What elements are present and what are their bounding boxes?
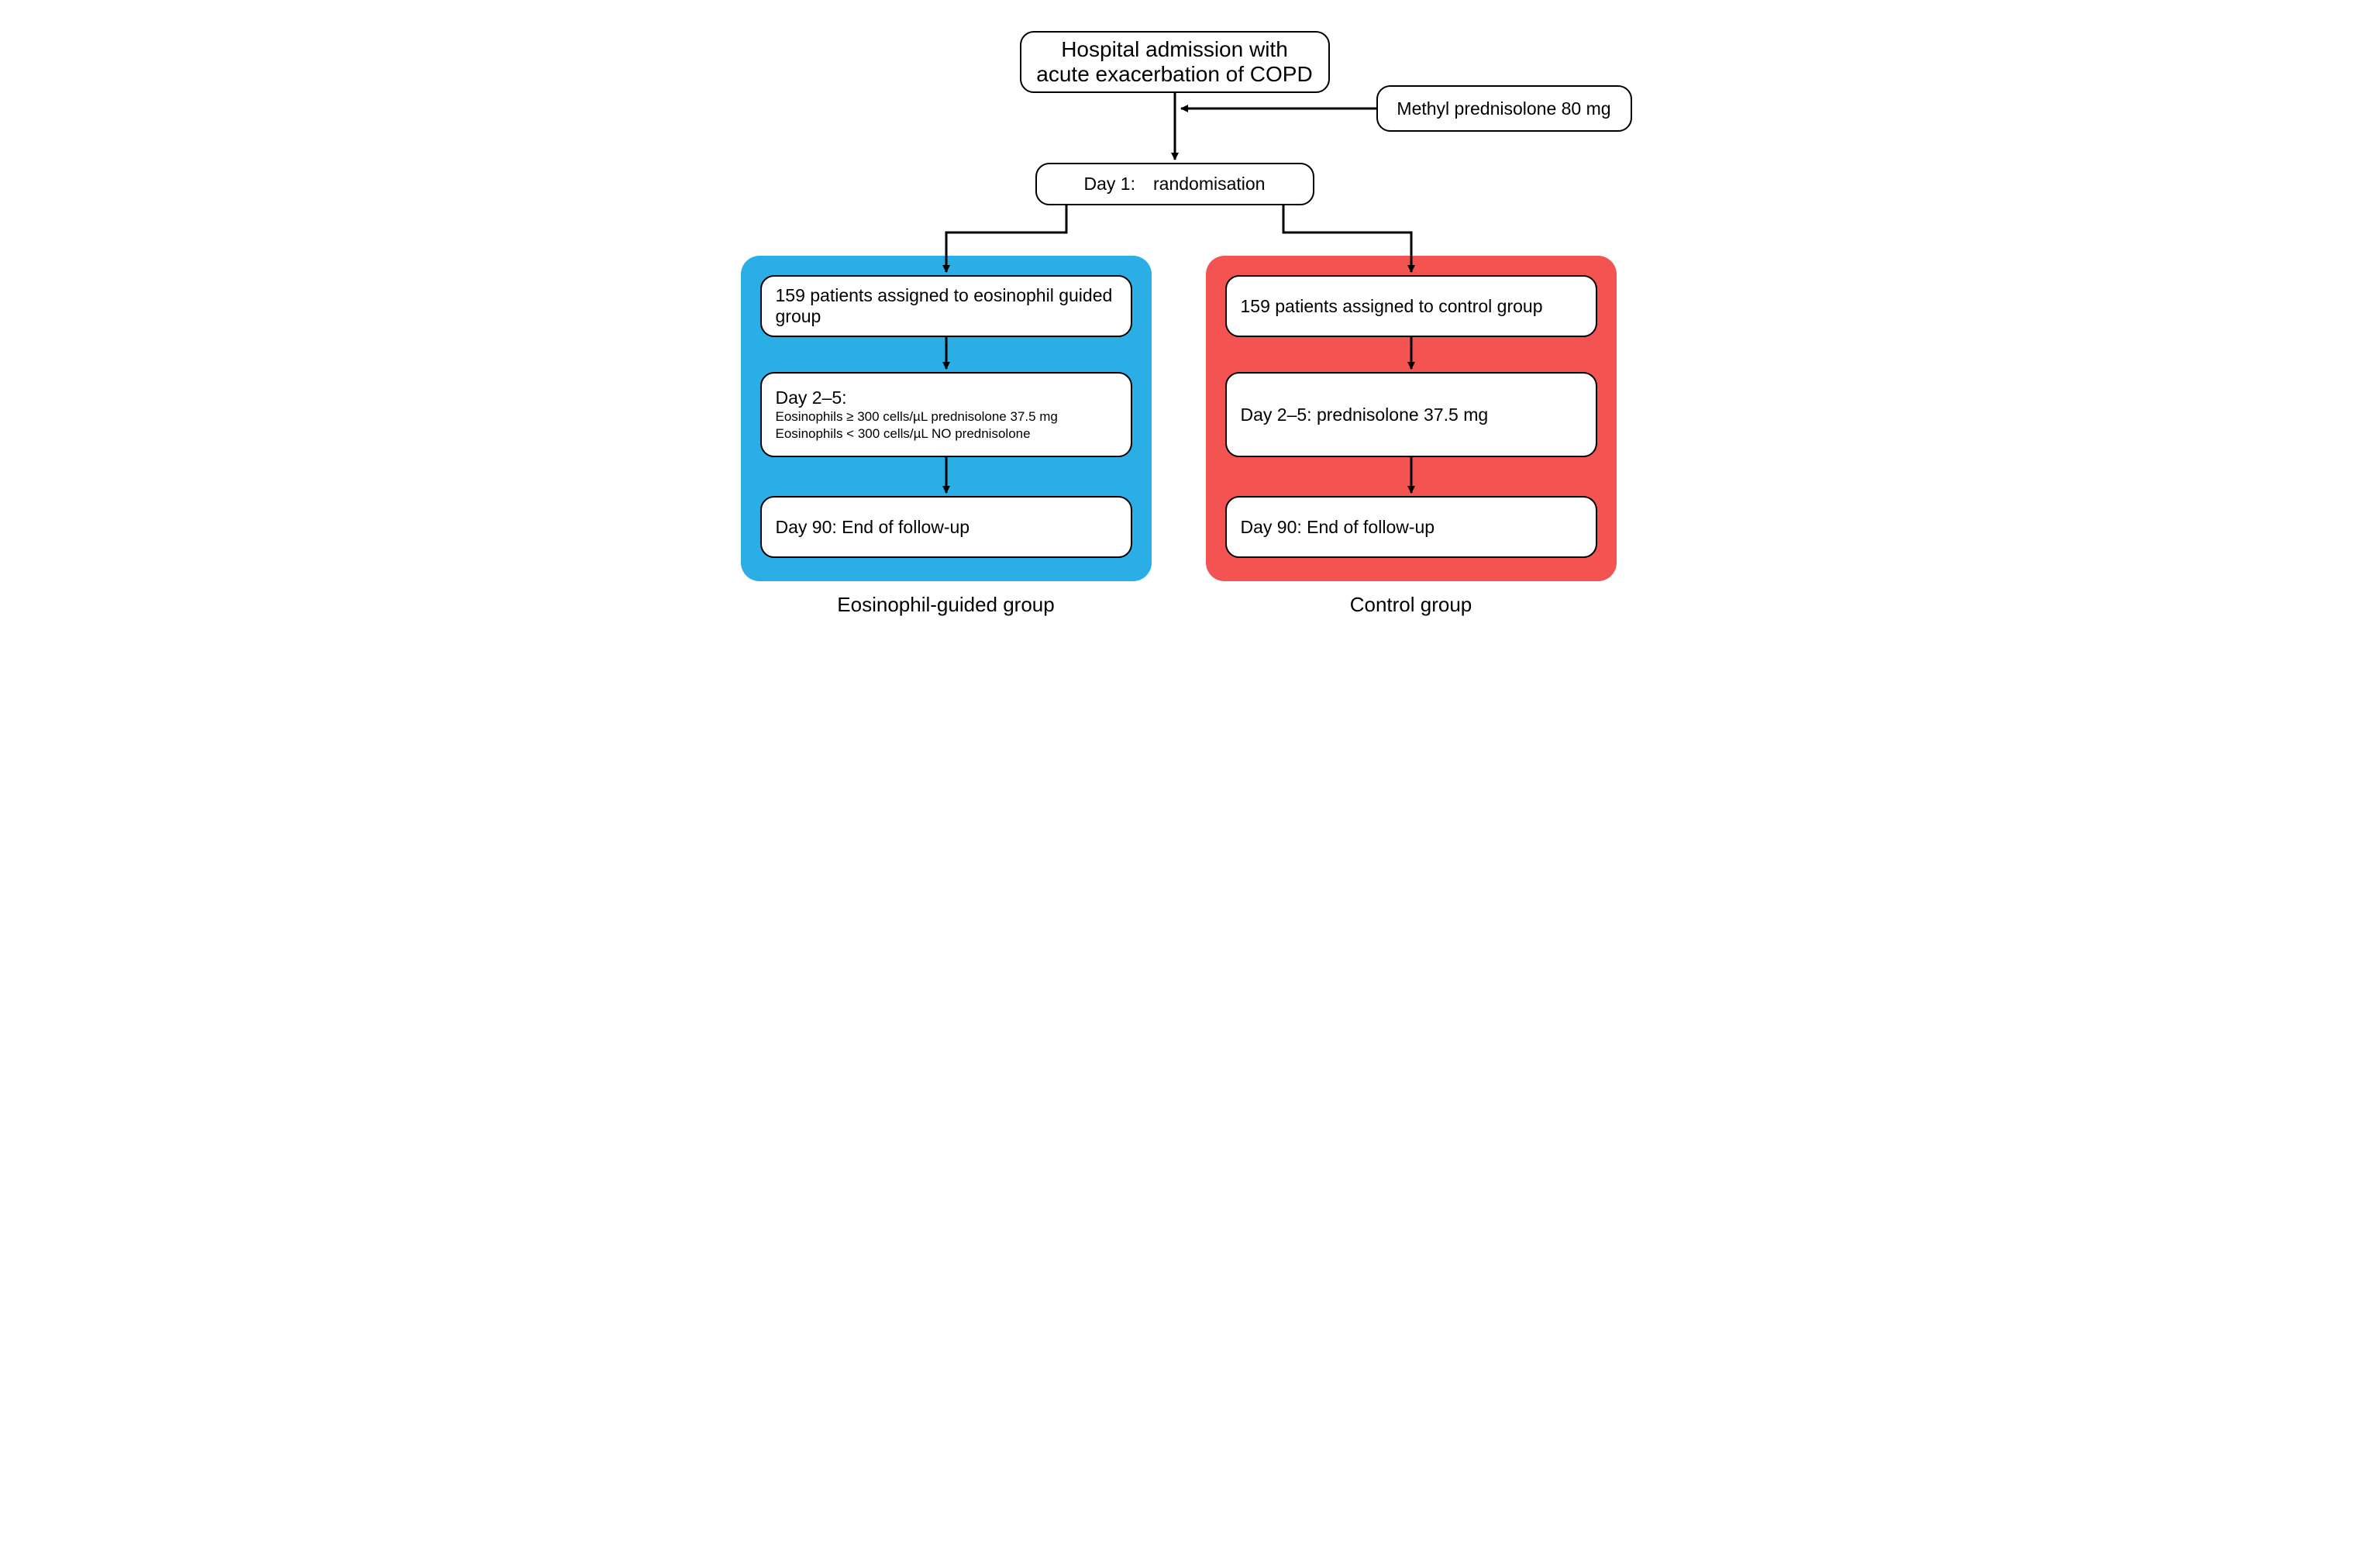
node-randomisation: Day 1: randomisation [1035, 163, 1314, 205]
node-left1: 159 patients assigned to eosinophil guid… [760, 275, 1132, 337]
left2-line-a: Eosinophils ≥ 300 cells/µL prednisolone … [776, 408, 1117, 425]
methyl-text: Methyl prednisolone 80 mg [1397, 98, 1610, 119]
left2-title: Day 2–5: [776, 387, 1117, 408]
admission-line2: acute exacerbation of COPD [1036, 62, 1312, 86]
node-methyl: Methyl prednisolone 80 mg [1376, 85, 1632, 132]
admission-line1: Hospital admission with [1061, 37, 1288, 61]
left2-line-b: Eosinophils < 300 cells/µL NO prednisolo… [776, 425, 1117, 442]
node-admission: Hospital admission with acute exacerbati… [1020, 31, 1330, 93]
randomisation-text: Day 1: randomisation [1084, 174, 1266, 195]
label-left-group: Eosinophil-guided group [741, 593, 1152, 617]
node-right3: Day 90: End of follow-up [1225, 496, 1597, 558]
right1-text: 159 patients assigned to control group [1241, 296, 1543, 317]
flowchart-canvas: Hospital admission with acute exacerbati… [710, 31, 1671, 666]
right3-text: Day 90: End of follow-up [1241, 517, 1435, 538]
left3-text: Day 90: End of follow-up [776, 517, 970, 538]
node-left2: Day 2–5: Eosinophils ≥ 300 cells/µL pred… [760, 372, 1132, 457]
node-left3: Day 90: End of follow-up [760, 496, 1132, 558]
label-right-group: Control group [1206, 593, 1617, 617]
node-right2: Day 2–5: prednisolone 37.5 mg [1225, 372, 1597, 457]
node-right1: 159 patients assigned to control group [1225, 275, 1597, 337]
right2-text: Day 2–5: prednisolone 37.5 mg [1241, 405, 1489, 425]
left1-text: 159 patients assigned to eosinophil guid… [776, 285, 1117, 327]
